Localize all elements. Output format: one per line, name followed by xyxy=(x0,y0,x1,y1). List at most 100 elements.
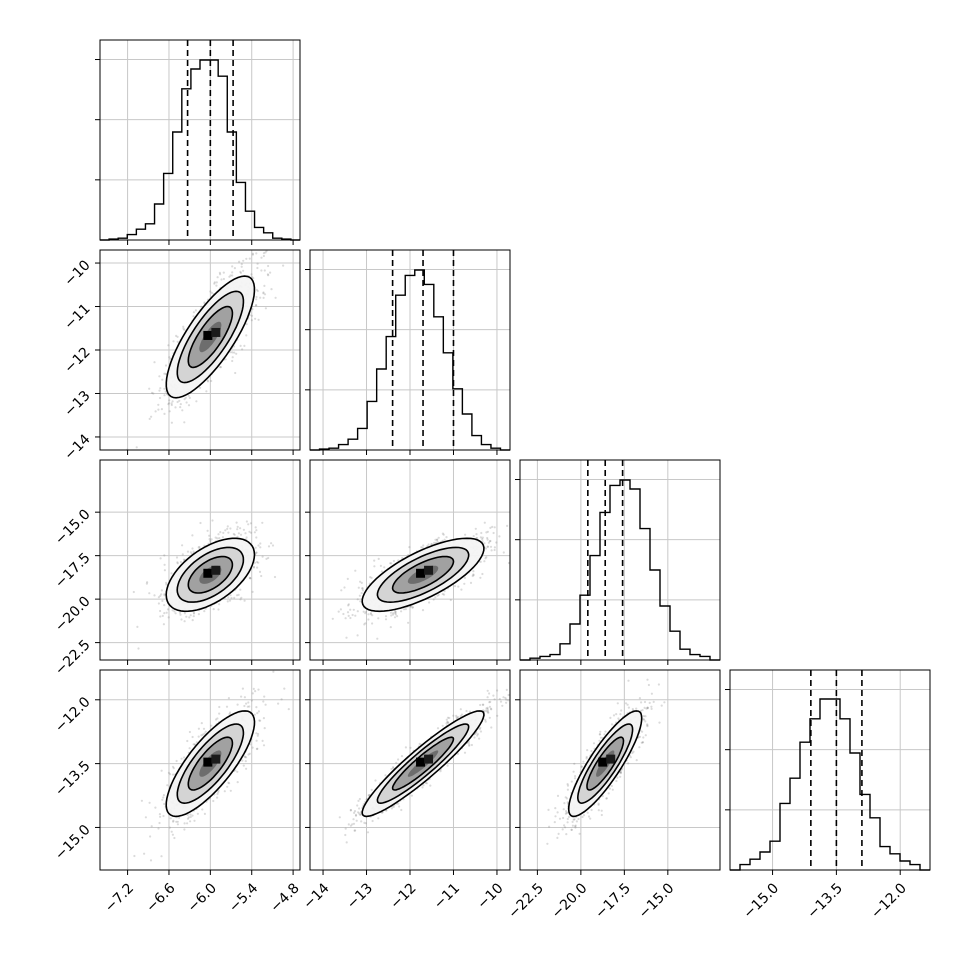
scatter-point xyxy=(187,816,190,819)
scatter-point xyxy=(206,379,209,382)
scatter-point xyxy=(163,604,166,607)
scatter-point xyxy=(257,561,260,564)
scatter-point xyxy=(389,626,392,629)
scatter-point xyxy=(253,531,256,534)
scatter-point xyxy=(178,399,181,402)
scatter-point xyxy=(181,544,184,547)
scatter-point xyxy=(256,560,259,564)
scatter-point xyxy=(150,415,153,418)
scatter-point xyxy=(449,598,452,602)
scatter-point xyxy=(256,266,259,270)
scatter-point xyxy=(255,732,258,735)
scatter-point xyxy=(248,257,251,260)
scatter-point xyxy=(343,586,346,589)
scatter-point xyxy=(445,536,448,539)
scatter-point xyxy=(389,562,392,565)
scatter-point xyxy=(402,608,406,611)
scatter-point xyxy=(197,735,200,738)
scatter-point xyxy=(441,532,444,535)
scatter-point xyxy=(260,269,263,272)
contour-line xyxy=(361,537,485,613)
scatter-point xyxy=(224,358,227,361)
scatter-point xyxy=(200,305,203,308)
scatter-point xyxy=(186,822,189,825)
scatter-point xyxy=(507,561,510,565)
scatter-point xyxy=(489,539,492,543)
scatter-point xyxy=(175,556,179,559)
scatter-point xyxy=(183,620,186,623)
scatter-point xyxy=(243,696,246,699)
scatter-point xyxy=(430,543,433,546)
scatter-point xyxy=(213,281,216,284)
density-core xyxy=(211,327,221,337)
scatter-point xyxy=(171,765,175,768)
scatter-point xyxy=(239,598,242,601)
scatter-point xyxy=(229,711,232,714)
scatter-point xyxy=(481,538,484,541)
scatter-point xyxy=(240,695,243,698)
scatter-point xyxy=(463,576,466,580)
scatter-point xyxy=(269,271,272,274)
scatter-point xyxy=(222,277,225,281)
scatter-point xyxy=(400,610,403,613)
scatter-point xyxy=(153,361,156,364)
scatter-point xyxy=(263,293,267,296)
scatter-point xyxy=(472,570,475,573)
scatter-point xyxy=(243,704,246,708)
scatter-point xyxy=(443,538,446,541)
scatter-point xyxy=(199,521,202,525)
scatter-point xyxy=(183,822,186,825)
scatter-point xyxy=(212,799,215,803)
scatter-point xyxy=(267,264,270,268)
scatter-point xyxy=(376,637,379,640)
scatter-point xyxy=(148,801,151,804)
scatter-point xyxy=(163,563,166,566)
scatter-point xyxy=(256,712,259,715)
scatter-point xyxy=(259,546,262,549)
scatter-point xyxy=(373,559,376,562)
panel-frame xyxy=(99,459,301,661)
scatter-point xyxy=(192,612,196,615)
scatter-point xyxy=(255,551,258,554)
scatter-point xyxy=(434,596,437,599)
scatter-point xyxy=(191,619,194,622)
scatter-point xyxy=(256,289,259,293)
scatter-point xyxy=(411,606,414,609)
scatter-panel-0-3: −7.2 −6.6 −6.0 −5.4 −4.8−15.0−13.5−12.0 xyxy=(52,669,303,916)
scatter-point xyxy=(163,569,166,572)
contour-line xyxy=(376,546,470,604)
scatter-point xyxy=(193,819,196,822)
scatter-point xyxy=(219,531,222,534)
scatter-point xyxy=(219,366,222,369)
scatter-point xyxy=(484,557,487,560)
scatter-point xyxy=(242,528,245,531)
scatter-point xyxy=(235,352,238,355)
scatter-point xyxy=(479,536,482,539)
histogram-panel-1 xyxy=(305,249,511,455)
scatter-point xyxy=(231,274,234,277)
scatter-point xyxy=(159,615,162,618)
scatter-point xyxy=(354,614,357,617)
scatter-point xyxy=(267,545,271,548)
scatter-point xyxy=(259,719,262,722)
scatter-point xyxy=(170,402,173,405)
scatter-point xyxy=(163,372,166,375)
scatter-point xyxy=(210,724,213,727)
scatter-point xyxy=(493,546,496,549)
scatter-point xyxy=(218,712,221,715)
scatter-point xyxy=(436,594,439,597)
x-tick-label: −12.0 xyxy=(868,880,910,922)
density-core xyxy=(424,565,434,575)
y-tick-label: −15.0 xyxy=(52,507,94,549)
scatter-point xyxy=(472,535,475,538)
scatter-point xyxy=(495,541,498,544)
scatter-point xyxy=(337,610,340,613)
scatter-point xyxy=(237,532,240,535)
scatter-point xyxy=(352,608,355,611)
scatter-point xyxy=(132,590,135,594)
scatter-point xyxy=(161,798,164,801)
scatter-point xyxy=(199,386,202,389)
scatter-point xyxy=(213,282,216,285)
scatter-point xyxy=(427,543,430,546)
scatter-point xyxy=(254,304,258,307)
